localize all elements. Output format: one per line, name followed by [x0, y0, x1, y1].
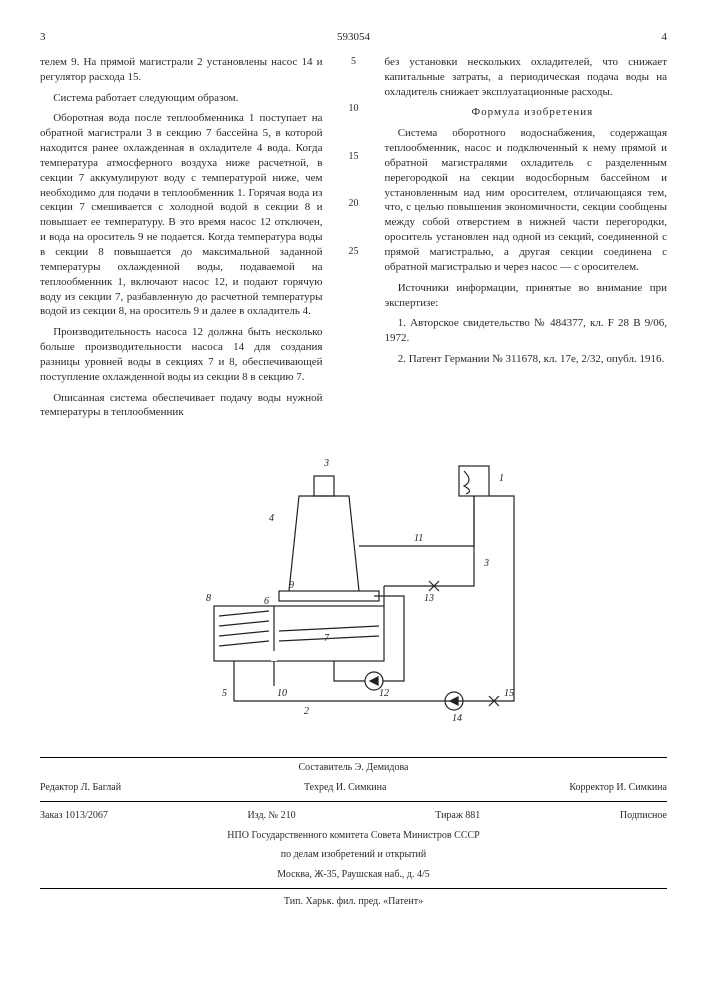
- fig-label-10: 10: [277, 688, 287, 699]
- fig-label-3: 3: [323, 458, 329, 469]
- right-p1: без установки нескольких охладителей, чт…: [385, 55, 668, 100]
- org-address: Москва, Ж-35, Раушская наб., д. 4/5: [40, 865, 667, 885]
- fig-label-1: 1: [499, 473, 504, 484]
- fig-label-8: 8: [206, 593, 211, 604]
- org-line-2: по делам изобретений и открытий: [40, 845, 667, 865]
- fig-label-12: 12: [379, 688, 389, 699]
- schematic-figure: 3 4 11 1 3 8 9 6 7 13 12 14 15 5 10 2: [40, 436, 667, 741]
- left-page-col: 3: [40, 30, 46, 49]
- left-column: телем 9. На прямой магистрали 2 установл…: [40, 55, 323, 426]
- text-columns: телем 9. На прямой магистрали 2 установл…: [40, 55, 667, 426]
- fig-label-6: 6: [264, 596, 269, 607]
- org-line-1: НПО Государственного комитета Совета Мин…: [40, 826, 667, 846]
- left-p1: телем 9. На прямой магистрали 2 установл…: [40, 55, 323, 85]
- left-p3: Оборотная вода после теплообменника 1 по…: [40, 111, 323, 319]
- line-20: 20: [347, 197, 361, 211]
- fig-label-13: 13: [424, 593, 434, 604]
- fig-label-2: 2: [304, 706, 309, 717]
- techred: Техред И. Симкина: [304, 781, 387, 795]
- source-2: 2. Патент Германии № 311678, кл. 17e, 2/…: [385, 352, 668, 367]
- sign: Подписное: [620, 809, 667, 823]
- tirazh: Тираж 881: [435, 809, 480, 823]
- editor: Редактор Л. Баглай: [40, 781, 121, 795]
- fig-label-4: 4: [269, 513, 274, 524]
- line-25: 25: [347, 245, 361, 259]
- source-1: 1. Авторское свидетельство № 484377, кл.…: [385, 316, 668, 346]
- order-no: Заказ 1013/2067: [40, 809, 108, 823]
- fig-label-11: 11: [414, 533, 423, 544]
- right-page-col: 4: [662, 30, 668, 49]
- doc-number: 593054: [337, 30, 370, 45]
- left-p5: Описанная система обеспечивает подачу во…: [40, 391, 323, 421]
- left-p2: Система работает следующим образом.: [40, 91, 323, 106]
- sources-title: Источники информации, принятые во вниман…: [385, 281, 668, 311]
- fig-label-9: 9: [289, 580, 294, 591]
- corrector: Корректор И. Симкина: [569, 781, 667, 795]
- line-15: 15: [347, 150, 361, 164]
- right-column: без установки нескольких охладителей, чт…: [385, 55, 668, 426]
- izd-no: Изд. № 210: [247, 809, 295, 823]
- right-p2: Система оборотного водоснабжения, содерж…: [385, 126, 668, 274]
- fig-label-14: 14: [452, 713, 462, 724]
- footer: Тип. Харьк. фил. пред. «Патент»: [40, 895, 667, 909]
- compiler: Составитель Э. Демидова: [40, 758, 667, 778]
- fig-label-3b: 3: [483, 558, 489, 569]
- formula-title: Формула изобретения: [385, 105, 668, 120]
- left-p4: Производительность насоса 12 должна быть…: [40, 325, 323, 384]
- schematic-svg: 3 4 11 1 3 8 9 6 7 13 12 14 15 5 10 2: [174, 436, 534, 736]
- line-10: 10: [347, 102, 361, 116]
- fig-label-15: 15: [504, 688, 514, 699]
- line-5: 5: [347, 55, 361, 69]
- credits-block: Составитель Э. Демидова Редактор Л. Багл…: [40, 757, 667, 889]
- fig-label-5: 5: [222, 688, 227, 699]
- line-number-gutter: 5 10 15 20 25: [347, 55, 361, 426]
